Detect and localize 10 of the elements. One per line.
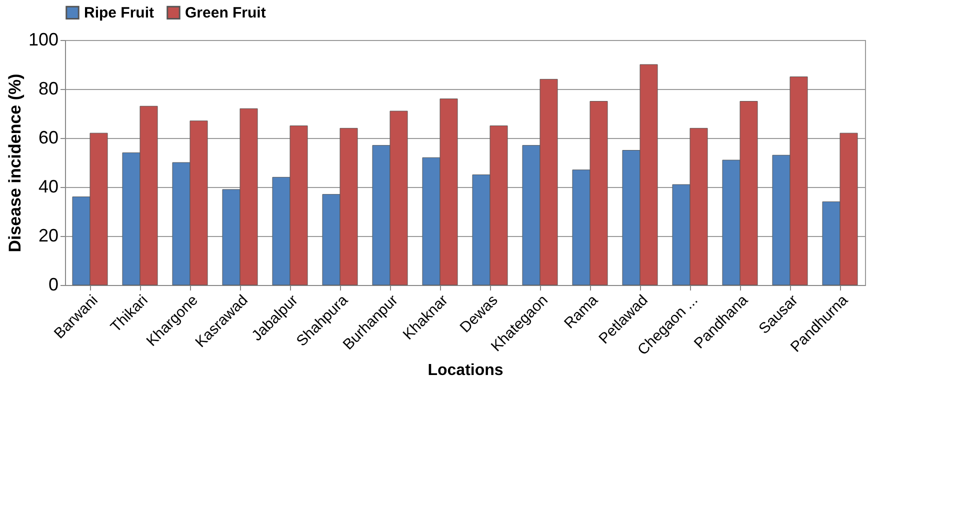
y-tick-label: 20 [38,226,58,246]
legend-label: Ripe Fruit [84,4,154,22]
y-axis-title: Disease incidence (%) [5,74,24,252]
y-tick-label: 80 [38,78,58,98]
legend-label: Green Fruit [185,4,266,22]
y-tick-label: 100 [28,30,58,50]
x-axis-title: Locations [428,362,504,379]
y-tick-label: 40 [38,176,58,196]
y-tick-label: 60 [38,128,58,148]
y-tick-label: 0 [48,274,58,294]
